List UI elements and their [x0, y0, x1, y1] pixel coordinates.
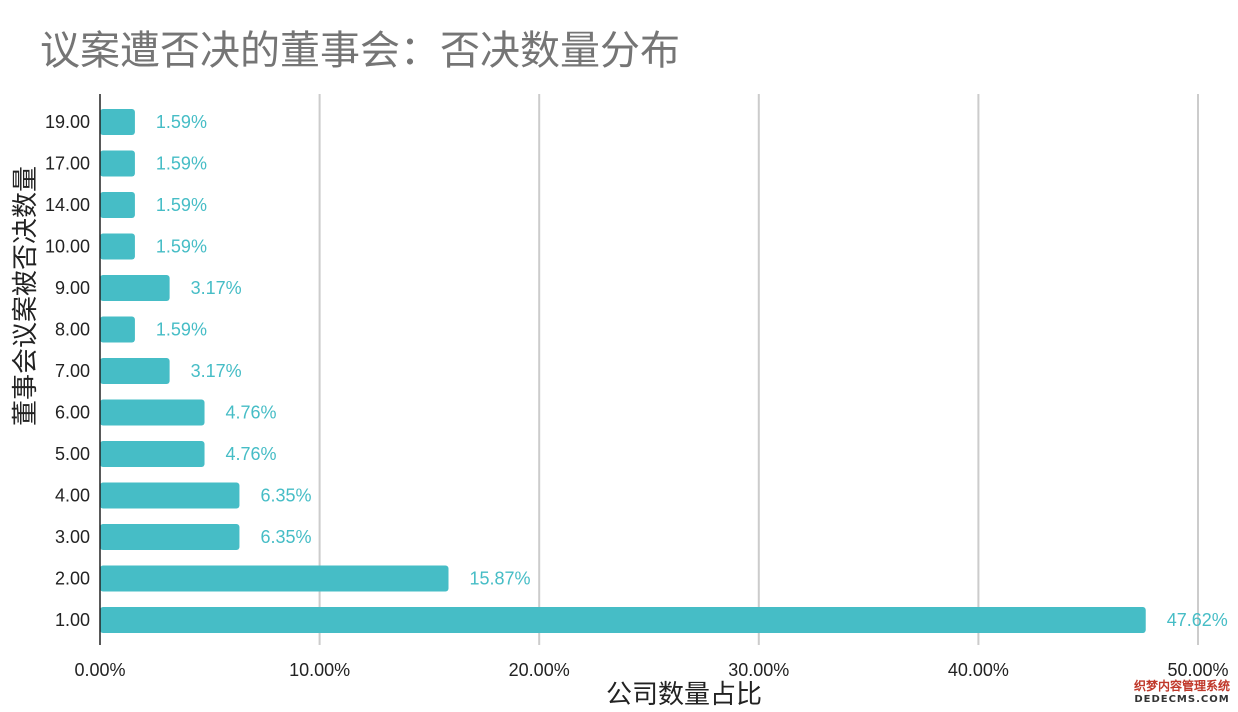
y-tick-label: 17.00 — [45, 154, 90, 174]
chart-title: 议案遭否决的董事会：否决数量分布 — [40, 28, 680, 74]
y-tick-label: 9.00 — [55, 278, 90, 298]
bar — [100, 565, 449, 592]
x-tick-label: 30.00% — [728, 660, 789, 680]
data-label: 3.17% — [191, 278, 242, 298]
x-tick-label: 10.00% — [289, 660, 350, 680]
watermark-cn: 织梦内容管理系统 — [1133, 679, 1230, 693]
data-label: 4.76% — [226, 403, 277, 423]
data-label: 1.59% — [156, 320, 207, 340]
bar — [100, 316, 135, 343]
y-tick-label: 4.00 — [55, 486, 90, 506]
y-tick-label: 2.00 — [55, 569, 90, 589]
y-tick-label: 3.00 — [55, 527, 90, 547]
watermark: 织梦内容管理系统 DEDECMS.COM — [1134, 680, 1230, 706]
bar — [100, 192, 135, 218]
bar — [100, 150, 135, 177]
bar — [100, 482, 240, 509]
x-axis-title: 公司数量占比 — [606, 680, 762, 710]
data-label: 6.35% — [260, 486, 311, 506]
y-tick-label: 14.00 — [45, 195, 90, 215]
bars — [100, 109, 1146, 633]
data-label: 1.59% — [156, 237, 207, 257]
bar — [100, 233, 135, 260]
y-tick-label: 5.00 — [55, 444, 90, 464]
x-tick-labels: 0.00% 10.00% 20.00% 30.00% 40.00% 50.00% — [74, 660, 1228, 680]
y-tick-labels: 19.00 17.00 14.00 10.00 9.00 8.00 7.00 6.00 5.00… — [45, 112, 90, 630]
data-label: 6.35% — [260, 527, 311, 547]
bar — [100, 109, 135, 135]
data-label: 4.76% — [226, 444, 277, 464]
y-tick-label: 10.00 — [45, 237, 90, 257]
y-tick-label: 6.00 — [55, 403, 90, 423]
bar — [100, 399, 205, 426]
x-tick-label: 50.00% — [1167, 660, 1228, 680]
x-tick-label: 0.00% — [74, 660, 125, 680]
y-tick-label: 8.00 — [55, 320, 90, 340]
x-tick-label: 20.00% — [509, 660, 570, 680]
data-label: 15.87% — [470, 569, 531, 589]
data-label: 3.17% — [191, 361, 242, 381]
y-tick-label: 19.00 — [45, 112, 90, 132]
x-tick-label: 40.00% — [948, 660, 1009, 680]
data-label: 1.59% — [156, 112, 207, 132]
y-axis-title: 董事会议案被否决数量 — [11, 166, 41, 426]
y-tick-label: 1.00 — [55, 610, 90, 630]
data-labels: 1.59% 1.59% 1.59% 1.59% 3.17% 1.59% 3.17% 4.76%… — [156, 112, 1228, 630]
data-label: 1.59% — [156, 154, 207, 174]
data-label: 47.62% — [1167, 610, 1228, 630]
bar — [100, 524, 240, 550]
gridlines — [318, 94, 1199, 645]
bar — [100, 607, 1146, 633]
bar — [100, 275, 170, 301]
data-label: 1.59% — [156, 195, 207, 215]
bar — [100, 441, 205, 467]
watermark-en: DEDECMS.COM — [1134, 694, 1230, 705]
bar — [100, 358, 170, 384]
y-tick-label: 7.00 — [55, 361, 90, 381]
